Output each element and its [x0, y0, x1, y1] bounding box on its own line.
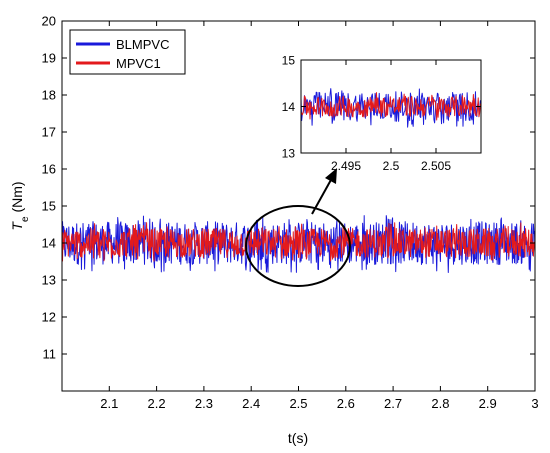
- legend: BLMPVC MPVC1: [69, 29, 186, 75]
- x-tick-label: 2.8: [431, 396, 449, 411]
- y-axis-label-sub: e: [20, 216, 31, 222]
- main-axis-ticks: 2.1 2.2 2.3 2.4 2.5 2.6 2.7 2.8 2.9 3 11 12 13 14 15 16…: [42, 14, 539, 412]
- x-tick-label: 3: [531, 396, 538, 411]
- legend-box: [69, 29, 186, 75]
- y-tick-label: 13: [42, 273, 56, 288]
- x-tick-label: 2.1: [100, 396, 118, 411]
- x-tick-label: 2.505: [421, 159, 451, 173]
- legend-label-mpvc1: MPVC1: [116, 56, 161, 71]
- y-tick-label: 14: [42, 236, 56, 251]
- x-tick-label: 2.3: [195, 396, 213, 411]
- y-tick-label: 14: [282, 100, 296, 114]
- y-tick-label: 13: [282, 147, 296, 161]
- x-tick-label: 2.5: [289, 396, 307, 411]
- zoom-arrow: [311, 177, 333, 215]
- y-tick-label: 20: [42, 14, 56, 29]
- inset-axis-ticks: 2.495 2.5 2.505 13 14 15: [282, 54, 481, 173]
- x-axis-label: t(s): [288, 430, 308, 446]
- x-tick-label: 2.6: [337, 396, 355, 411]
- y-axis-label: Te (Nm): [9, 181, 31, 230]
- inset-series-group: [301, 88, 481, 128]
- zoom-region-ellipse: [245, 205, 351, 287]
- y-tick-label: 16: [42, 162, 56, 177]
- zoom-annotations: [245, 168, 351, 287]
- main-plot: 2.1 2.2 2.3 2.4 2.5 2.6 2.7 2.8 2.9 3 11 12 13 14 15 16…: [9, 14, 539, 447]
- x-tick-label: 2.2: [148, 396, 166, 411]
- legend-label-blmpvc: BLMPVC: [116, 37, 169, 52]
- y-tick-label: 15: [282, 54, 296, 68]
- main-series-group: [62, 215, 535, 273]
- inset-plot: 2.495 2.5 2.505 13 14 15: [282, 54, 482, 173]
- zoom-arrow-head: [325, 168, 337, 184]
- y-tick-label: 19: [42, 51, 56, 66]
- y-tick-label: 18: [42, 88, 56, 103]
- series-line-mpvc1: [62, 222, 535, 262]
- y-tick-label: 15: [42, 199, 56, 214]
- x-tick-label: 2.5: [383, 159, 400, 173]
- series-line-mpvc1: [301, 92, 481, 121]
- y-tick-label: 12: [42, 310, 56, 325]
- y-tick-label: 17: [42, 125, 56, 140]
- x-tick-label: 2.4: [242, 396, 260, 411]
- y-axis-label-unit: (Nm): [9, 181, 25, 216]
- y-tick-label: 11: [43, 347, 57, 362]
- x-tick-label: 2.7: [384, 396, 402, 411]
- y-axis-label-main: T: [9, 221, 25, 231]
- x-tick-label: 2.9: [479, 396, 497, 411]
- x-tick-label: 2.495: [331, 159, 361, 173]
